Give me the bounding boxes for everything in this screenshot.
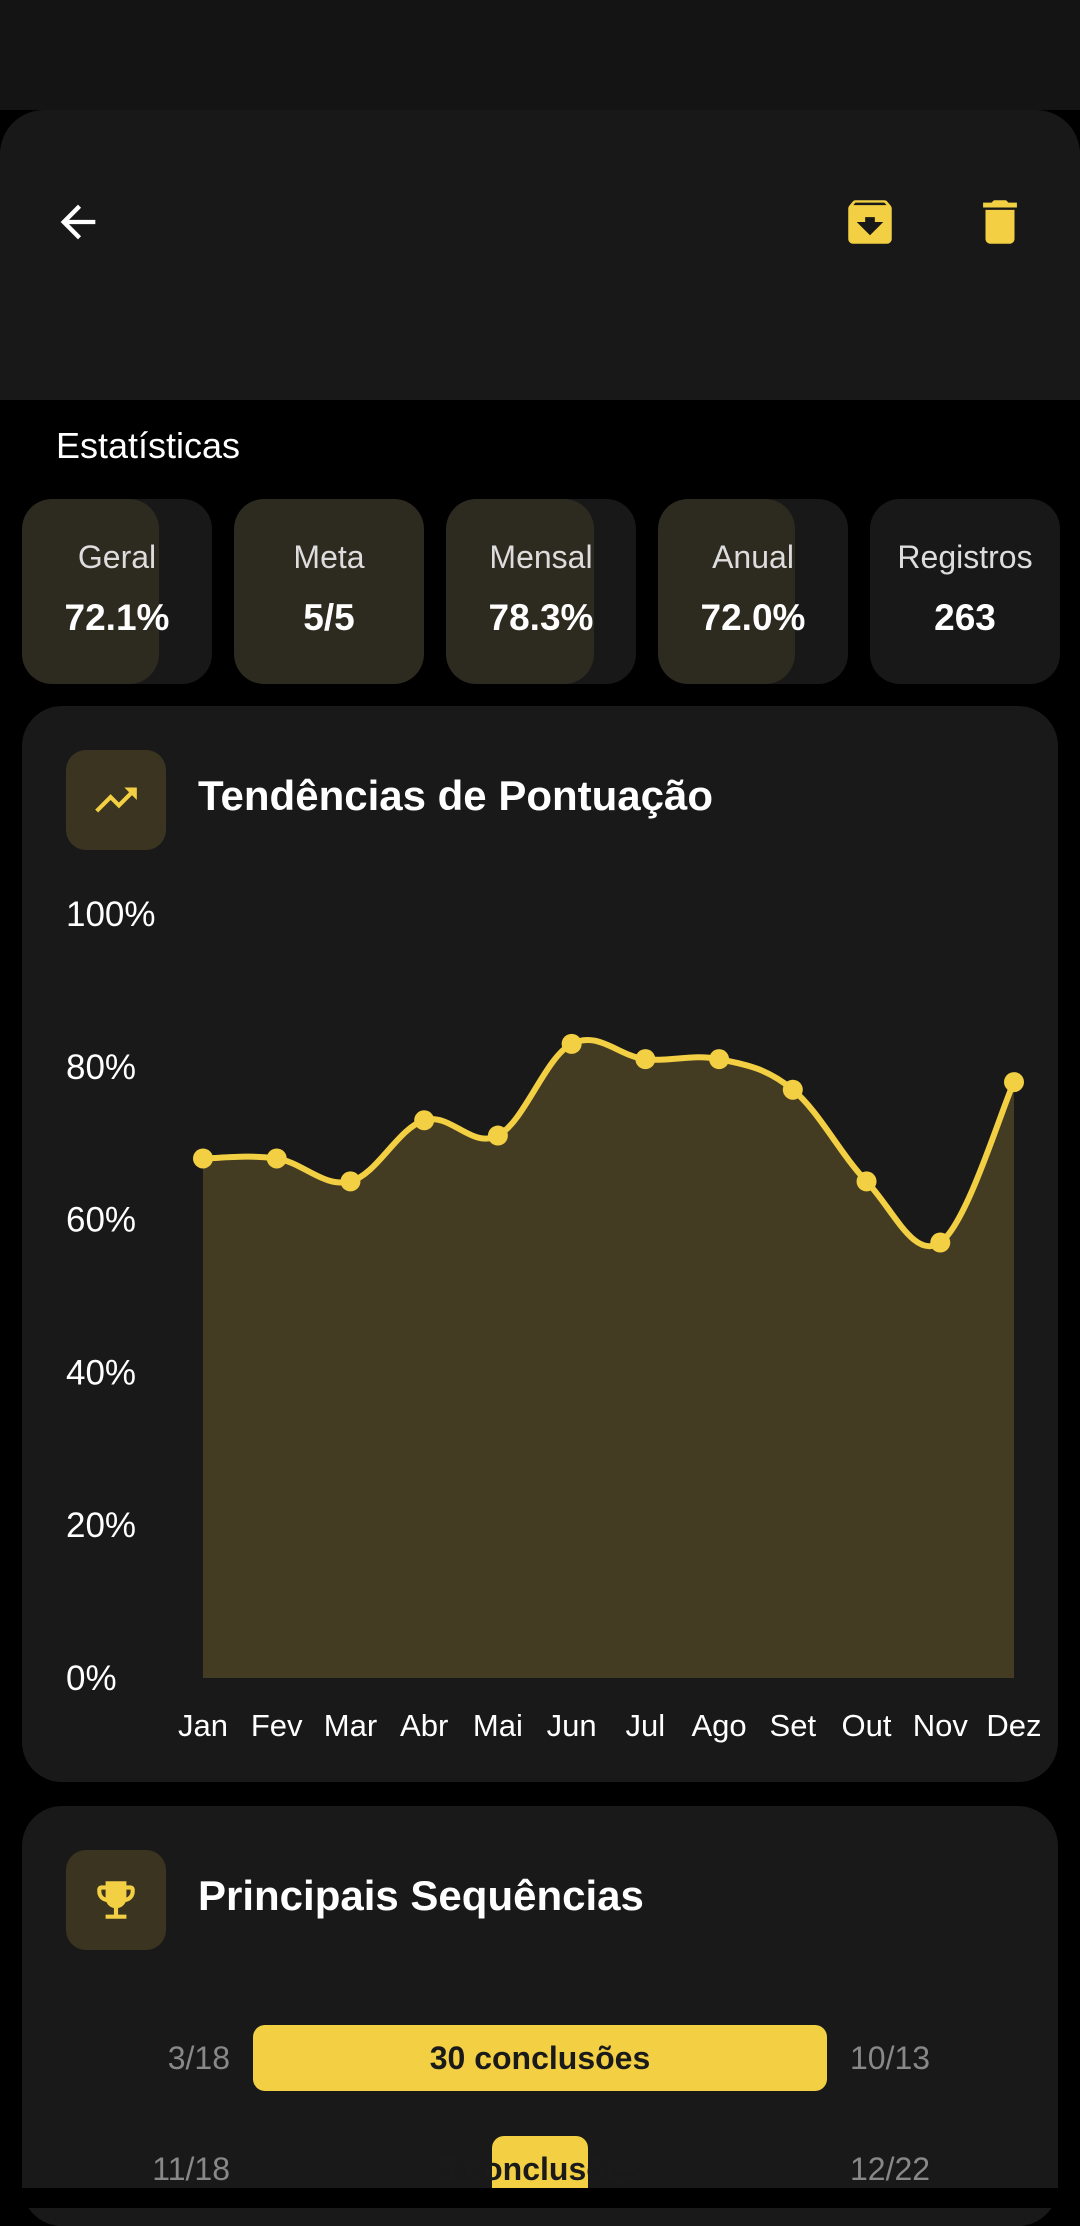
archive-download-icon bbox=[848, 200, 892, 244]
y-axis-tick-label: 0% bbox=[66, 1659, 117, 1698]
chart-data-point bbox=[193, 1148, 213, 1169]
y-axis-tick-label: 60% bbox=[66, 1201, 136, 1240]
streaks-title: Principais Sequências bbox=[198, 1872, 644, 1919]
x-axis-tick-label: Jun bbox=[547, 1708, 597, 1743]
stat-label: Registros bbox=[897, 539, 1033, 575]
trends-icon-box bbox=[66, 750, 166, 850]
x-axis-tick-label: Jan bbox=[178, 1708, 228, 1743]
chart-data-point bbox=[1004, 1072, 1024, 1093]
stat-label: Mensal bbox=[489, 539, 593, 575]
stat-card-yearly: Anual 72.0% bbox=[658, 499, 848, 684]
stat-value: 72.0% bbox=[700, 597, 806, 638]
delete-button[interactable] bbox=[966, 180, 1034, 264]
score-trend-chart: 0% 20% 40% 60% 80% 100% Jan Fev Mar Abr Mai Jun Jul A… bbox=[66, 895, 1042, 1743]
navigation-bar-area bbox=[0, 2188, 1080, 2208]
arrow-left-icon bbox=[60, 204, 96, 240]
stat-card-overall: Geral 72.1% bbox=[22, 499, 212, 684]
x-axis-tick-label: Set bbox=[770, 1708, 817, 1743]
stat-card-goal: Meta 5/5 bbox=[234, 499, 424, 684]
streak-bar: 30 conclusões bbox=[253, 2025, 827, 2091]
chart-data-point bbox=[266, 1148, 287, 1169]
chart-data-point bbox=[930, 1232, 951, 1253]
streaks-icon-box bbox=[66, 1850, 166, 1950]
x-axis-tick-label: Abr bbox=[400, 1708, 448, 1743]
chart-data-point bbox=[340, 1171, 361, 1192]
chart-data-point bbox=[635, 1049, 656, 1070]
y-axis-tick-label: 40% bbox=[66, 1353, 136, 1392]
streak-count-label: 30 conclusões bbox=[429, 2039, 651, 2076]
trash-icon bbox=[983, 200, 1017, 244]
x-axis-tick-label: Dez bbox=[986, 1708, 1041, 1743]
streak-start-date: 11/18 bbox=[152, 2151, 230, 2187]
app-bar bbox=[0, 110, 1080, 400]
x-axis-tick-label: Mai bbox=[473, 1708, 523, 1743]
stat-value: 5/5 bbox=[303, 597, 355, 638]
x-axis-tick-label: Jul bbox=[626, 1708, 666, 1743]
stat-card-records: Registros 263 bbox=[870, 499, 1060, 684]
stat-label: Meta bbox=[293, 539, 365, 575]
stat-card-monthly: Mensal 78.3% bbox=[446, 499, 636, 684]
chart-data-point bbox=[709, 1049, 730, 1070]
y-axis-tick-label: 20% bbox=[66, 1506, 136, 1545]
x-axis-tick-label: Fev bbox=[251, 1708, 303, 1743]
streak-count-label: 5 conclusões bbox=[438, 2150, 642, 2187]
trending-up-icon bbox=[95, 787, 137, 813]
stat-value: 78.3% bbox=[488, 597, 594, 638]
streak-start-date: 3/18 bbox=[167, 2040, 230, 2076]
x-axis-tick-label: Ago bbox=[692, 1708, 747, 1743]
chart-data-point bbox=[856, 1171, 877, 1192]
status-bar bbox=[0, 0, 1080, 110]
stat-label: Anual bbox=[712, 539, 794, 575]
streak-row: 3/18 30 conclusões 10/13 bbox=[0, 2025, 1080, 2091]
stat-progress-fill bbox=[22, 499, 159, 684]
stat-progress-fill bbox=[234, 499, 424, 684]
back-button[interactable] bbox=[40, 180, 116, 264]
stat-value: 263 bbox=[934, 597, 996, 638]
x-axis-tick-label: Mar bbox=[324, 1708, 377, 1743]
trends-title: Tendências de Pontuação bbox=[198, 772, 714, 819]
x-axis-tick-label: Out bbox=[842, 1708, 892, 1743]
stat-progress-fill bbox=[658, 499, 795, 684]
x-axis-tick-label: Nov bbox=[913, 1708, 969, 1743]
stat-label: Geral bbox=[77, 539, 157, 575]
y-axis-tick-label: 100% bbox=[66, 895, 156, 934]
stat-value: 72.1% bbox=[64, 597, 170, 638]
chart-data-point bbox=[487, 1125, 508, 1146]
y-axis-tick-label: 80% bbox=[66, 1048, 136, 1087]
streak-end-date: 10/13 bbox=[850, 2040, 931, 2076]
archive-button[interactable] bbox=[836, 180, 904, 264]
streak-end-date: 12/22 bbox=[850, 2151, 931, 2187]
chart-area-fill bbox=[203, 1039, 1014, 1678]
chart-data-point bbox=[414, 1110, 435, 1131]
trophy-icon bbox=[97, 1881, 135, 1919]
statistics-title: Estatísticas bbox=[56, 425, 241, 466]
chart-data-point bbox=[782, 1079, 803, 1100]
stat-progress-fill bbox=[446, 499, 595, 684]
chart-data-point bbox=[561, 1033, 582, 1054]
